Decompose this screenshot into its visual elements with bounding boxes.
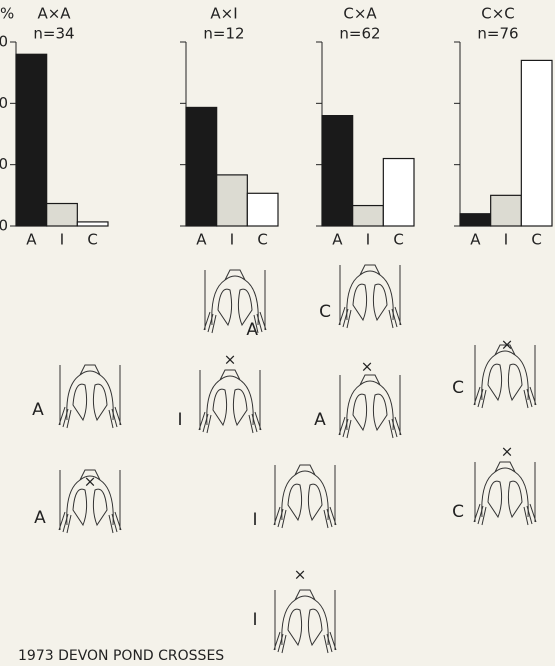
- x-tick-label: A: [332, 231, 343, 249]
- bar: [77, 222, 108, 226]
- figure-label: C: [452, 502, 464, 522]
- illustration: [474, 345, 536, 408]
- figure-label: A: [314, 410, 326, 430]
- figure: A C A I A C A I C I × × × × × × 1973 DEV…: [0, 0, 555, 666]
- bar: [186, 107, 217, 226]
- y-tick-label: 30: [0, 155, 8, 173]
- x-tick-label: I: [504, 231, 508, 249]
- illustration: [59, 365, 121, 428]
- figure-label: C: [319, 302, 331, 322]
- chart-title: C×C: [481, 5, 515, 23]
- figure-label: A: [246, 320, 258, 340]
- illustration: [274, 590, 336, 653]
- x-tick-label: I: [230, 231, 234, 249]
- bar: [322, 116, 353, 226]
- bar: [247, 193, 278, 226]
- figure-label: A: [32, 400, 44, 420]
- illustration: [339, 265, 401, 328]
- bar: [47, 204, 78, 226]
- bar: [353, 206, 384, 226]
- x-tick-label: C: [257, 231, 267, 249]
- x-tick-label: C: [531, 231, 541, 249]
- x-tick-label: A: [470, 231, 481, 249]
- bar: [521, 60, 552, 226]
- cross: ×: [294, 566, 307, 584]
- cross: ×: [84, 473, 97, 491]
- chart-title: A×I: [210, 5, 237, 23]
- chart-subtitle: n=34: [33, 25, 74, 43]
- bar: [460, 214, 491, 226]
- y-tick-label: 60: [0, 94, 8, 112]
- x-tick-label: C: [87, 231, 97, 249]
- chart-title: C×A: [343, 5, 377, 23]
- cross: ×: [224, 351, 237, 369]
- chart-subtitle: n=62: [339, 25, 380, 43]
- figure-label: I: [252, 610, 257, 630]
- figure-label: A: [34, 508, 46, 528]
- bar: [16, 54, 47, 226]
- cross: ×: [361, 358, 374, 376]
- cross: ×: [501, 443, 514, 461]
- figure-label: I: [177, 410, 182, 430]
- illustration: [274, 465, 336, 528]
- x-tick-label: C: [393, 231, 403, 249]
- x-tick-label: I: [366, 231, 370, 249]
- illustration: [199, 370, 261, 433]
- x-tick-label: A: [26, 231, 37, 249]
- y-tick-label: 0: [0, 217, 8, 235]
- chart-subtitle: n=76: [477, 25, 518, 43]
- bar: [491, 195, 522, 226]
- figure-label: C: [452, 378, 464, 398]
- y-axis-label: %: [0, 5, 14, 23]
- bar: [383, 159, 414, 226]
- y-tick-label: 90: [0, 33, 8, 51]
- caption: 1973 DEVON POND CROSSES: [18, 648, 224, 664]
- x-tick-label: A: [196, 231, 207, 249]
- chart-subtitle: n=12: [203, 25, 244, 43]
- chart-title: A×A: [37, 5, 71, 23]
- cross: ×: [501, 336, 514, 354]
- illustration: [339, 375, 401, 438]
- figure-label: I: [252, 510, 257, 530]
- bar: [217, 175, 248, 226]
- x-tick-label: I: [60, 231, 64, 249]
- illustration: [474, 462, 536, 525]
